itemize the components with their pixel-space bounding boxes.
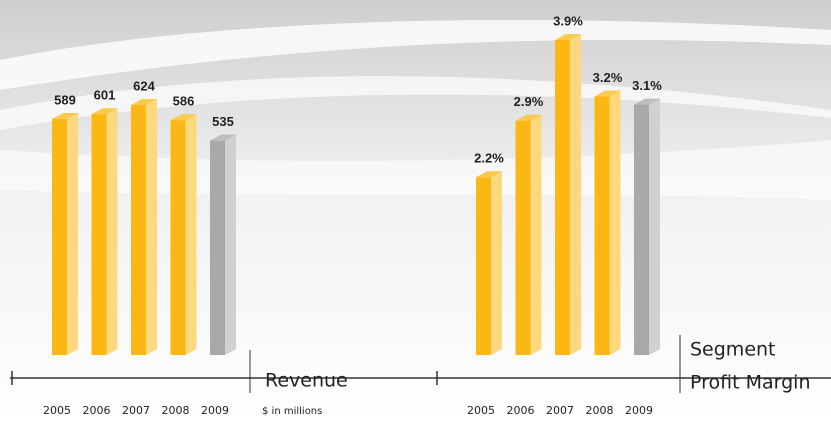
bar-top (476, 171, 502, 178)
bar-top (555, 34, 581, 40)
bar-side-shade (225, 134, 236, 355)
bar (210, 140, 225, 355)
bar-top-shade (555, 34, 581, 40)
data-label: 2.2% (474, 151, 504, 166)
bar (515, 120, 531, 356)
bar-side (67, 113, 78, 356)
data-label: 535 (212, 114, 234, 129)
bar-top (131, 99, 157, 105)
bar-side (530, 114, 542, 356)
bar-side (225, 134, 236, 355)
bar-side-shade (146, 99, 157, 355)
x-tick-label: 2005 (43, 404, 71, 417)
bar-top (210, 134, 236, 141)
bar (131, 105, 146, 355)
bar-top (515, 114, 542, 121)
bar-top (594, 90, 621, 97)
data-label: 601 (94, 88, 116, 103)
bar-top (91, 108, 118, 115)
x-tick-label: 2007 (546, 404, 574, 417)
swoosh (0, 140, 831, 200)
chart-title: Segment (690, 339, 776, 361)
bar-top-shade (594, 90, 621, 97)
data-label: 624 (133, 78, 155, 93)
swoosh (0, 20, 831, 90)
chart-title: Profit Margin (690, 372, 811, 394)
bar-side-shade (185, 114, 197, 355)
bar-top (170, 114, 197, 121)
bar-side (185, 114, 197, 355)
bar (170, 120, 186, 355)
note: $ in millions (262, 406, 322, 417)
bar-side-shade (67, 113, 78, 356)
bar-top (634, 98, 660, 105)
bar (555, 40, 570, 355)
bar-side-shade (530, 114, 542, 356)
bar-top-shade (210, 134, 236, 141)
bar-side-shade (570, 34, 581, 355)
x-tick-label: 2007 (122, 404, 150, 417)
bar-side-shade (609, 90, 621, 356)
bar-top-shade (515, 114, 542, 121)
data-label: 2.9% (514, 94, 544, 109)
x-tick-label: 2009 (625, 404, 653, 417)
swoosh (0, 76, 831, 130)
data-label: 586 (173, 94, 195, 109)
x-tick-label: 2009 (201, 404, 229, 417)
chart-title: Revenue (265, 370, 348, 392)
bar-top (52, 113, 78, 120)
data-label: 3.2% (593, 70, 623, 85)
bar-top-shade (476, 171, 502, 178)
x-tick-label: 2008 (162, 404, 190, 417)
bar-side (491, 171, 502, 355)
bar-side-shade (491, 171, 502, 355)
bar-side (106, 108, 118, 355)
bar (476, 177, 491, 355)
data-label: 3.9% (553, 13, 583, 28)
bar (634, 104, 649, 355)
x-tick-label: 2006 (83, 404, 111, 417)
bar-top-shade (52, 113, 78, 120)
bar-side-shade (649, 98, 660, 355)
x-tick-label: 2006 (507, 404, 535, 417)
bar (52, 119, 67, 356)
bar-top-shade (131, 99, 157, 105)
bar (594, 96, 610, 356)
bar-side (570, 34, 581, 355)
x-tick-label: 2008 (586, 404, 614, 417)
bar-top-shade (634, 98, 660, 105)
bar-side (146, 99, 157, 355)
data-label: 3.1% (632, 78, 662, 93)
bar-top-shade (91, 108, 118, 115)
data-label: 589 (54, 92, 76, 107)
bar-side (609, 90, 621, 356)
bar-top-shade (170, 114, 197, 121)
bar-side (649, 98, 660, 355)
x-tick-label: 2005 (467, 404, 495, 417)
bar-side-shade (106, 108, 118, 355)
bar (91, 114, 107, 355)
